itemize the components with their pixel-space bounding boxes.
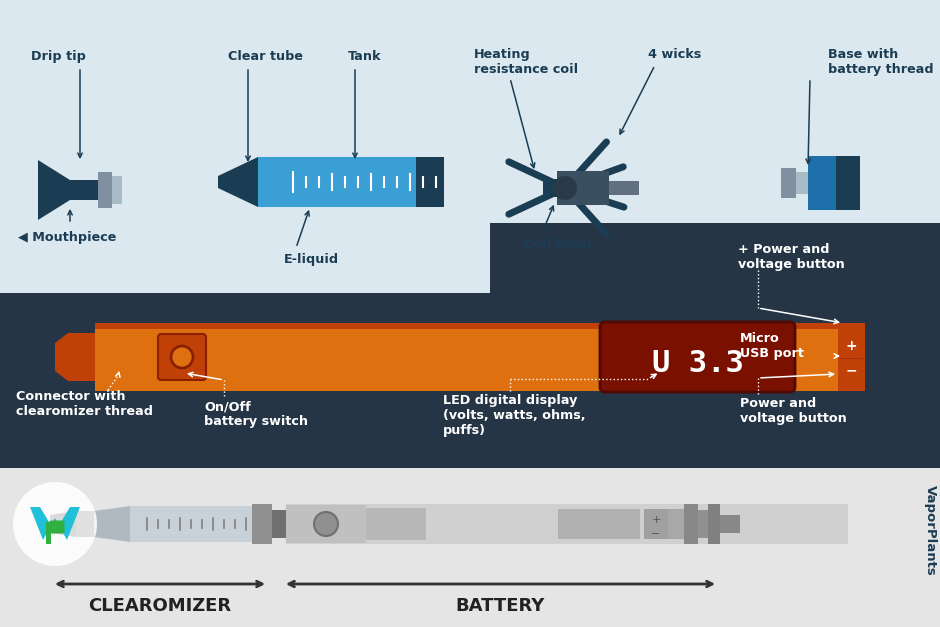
Bar — [557, 171, 609, 205]
Bar — [286, 504, 848, 544]
Text: BATTERY: BATTERY — [455, 597, 544, 615]
Polygon shape — [94, 506, 130, 542]
Text: E-liquid: E-liquid — [284, 253, 339, 266]
Bar — [76, 511, 94, 537]
Text: +: + — [651, 515, 661, 525]
Text: Micro
USB port: Micro USB port — [740, 332, 804, 360]
Text: Coil head: Coil head — [524, 238, 591, 251]
Bar — [68, 333, 95, 381]
Text: Connector with
clearomizer thread: Connector with clearomizer thread — [16, 390, 153, 418]
Polygon shape — [55, 333, 68, 381]
Bar — [543, 179, 557, 197]
Bar — [0, 460, 940, 627]
Circle shape — [171, 346, 193, 368]
Bar — [0, 0, 940, 295]
Bar — [836, 156, 860, 210]
Text: On/Off
battery switch: On/Off battery switch — [204, 400, 308, 428]
FancyBboxPatch shape — [50, 520, 65, 534]
Text: LED digital display
(volts, watts, ohms,
puffs): LED digital display (volts, watts, ohms,… — [443, 394, 586, 437]
Polygon shape — [50, 511, 76, 537]
Bar — [46, 522, 51, 544]
Circle shape — [13, 482, 97, 566]
Text: Drip tip: Drip tip — [31, 50, 86, 63]
Text: Clear tube: Clear tube — [228, 50, 303, 63]
FancyBboxPatch shape — [600, 322, 795, 392]
Bar — [272, 510, 286, 538]
Bar — [781, 168, 796, 198]
Bar — [416, 157, 444, 207]
Bar — [286, 505, 366, 543]
Text: CLEAROMIZER: CLEAROMIZER — [88, 597, 231, 615]
Bar — [609, 181, 639, 195]
Bar — [720, 515, 740, 533]
Bar — [98, 172, 112, 208]
Bar — [112, 176, 122, 204]
Bar — [684, 504, 698, 544]
Text: + Power and
voltage button: + Power and voltage button — [738, 243, 845, 271]
Polygon shape — [38, 160, 98, 220]
Bar — [252, 504, 272, 544]
Bar — [796, 172, 808, 194]
Bar — [668, 509, 684, 539]
Polygon shape — [30, 507, 80, 540]
Bar — [708, 504, 720, 544]
Bar — [698, 510, 708, 538]
Bar — [644, 509, 668, 539]
FancyBboxPatch shape — [158, 334, 206, 380]
Bar — [95, 323, 865, 391]
Bar — [808, 156, 836, 210]
Polygon shape — [218, 157, 258, 207]
Text: Power and
voltage button: Power and voltage button — [740, 397, 847, 425]
Text: 4 wicks: 4 wicks — [648, 48, 701, 61]
Text: +: + — [845, 339, 857, 353]
Bar — [490, 223, 940, 297]
Text: VaporPlants: VaporPlants — [923, 485, 936, 576]
Bar — [838, 323, 865, 391]
Circle shape — [314, 512, 338, 536]
Text: ◀ Mouthpiece: ◀ Mouthpiece — [18, 231, 117, 245]
Text: −: − — [845, 363, 857, 377]
Bar — [366, 508, 426, 540]
Bar — [258, 157, 416, 207]
Text: −: − — [651, 529, 661, 539]
Text: Tank: Tank — [348, 50, 382, 63]
Bar — [130, 506, 252, 542]
Bar — [0, 293, 940, 468]
Bar — [558, 509, 640, 539]
Text: Heating
resistance coil: Heating resistance coil — [474, 48, 578, 76]
Bar — [95, 323, 865, 329]
Text: U 3.3: U 3.3 — [652, 349, 744, 379]
Text: Base with
battery thread: Base with battery thread — [828, 48, 933, 76]
Circle shape — [553, 176, 577, 200]
